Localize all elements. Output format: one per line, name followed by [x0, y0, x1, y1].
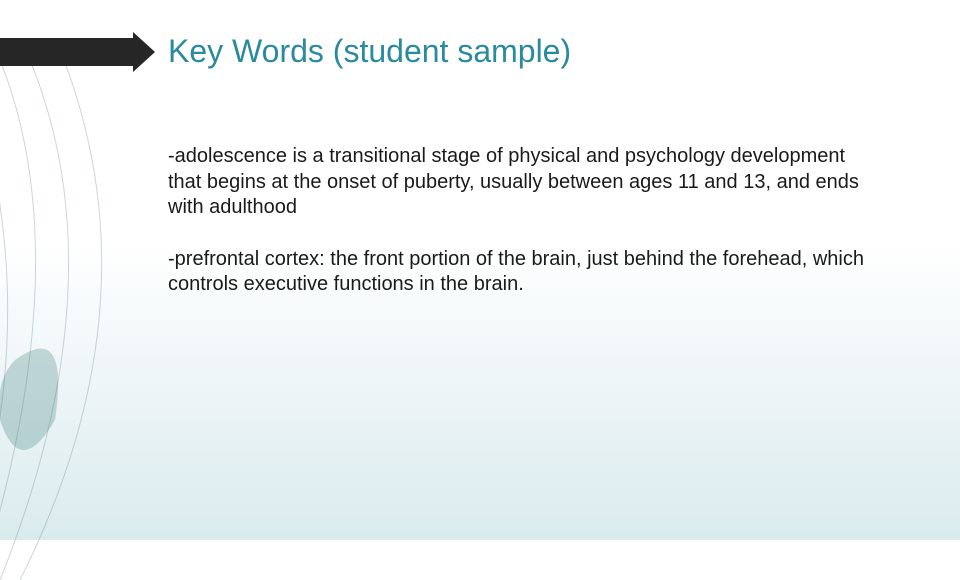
title-arrow — [0, 38, 155, 66]
slide-title: Key Words (student sample) — [168, 33, 571, 70]
arrow-shaft — [0, 38, 133, 66]
body-paragraph: -adolescence is a transitional stage of … — [168, 144, 868, 221]
body-text: -adolescence is a transitional stage of … — [168, 144, 868, 324]
arrow-head-icon — [133, 32, 155, 72]
body-paragraph: -prefrontal cortex: the front portion of… — [168, 247, 868, 298]
